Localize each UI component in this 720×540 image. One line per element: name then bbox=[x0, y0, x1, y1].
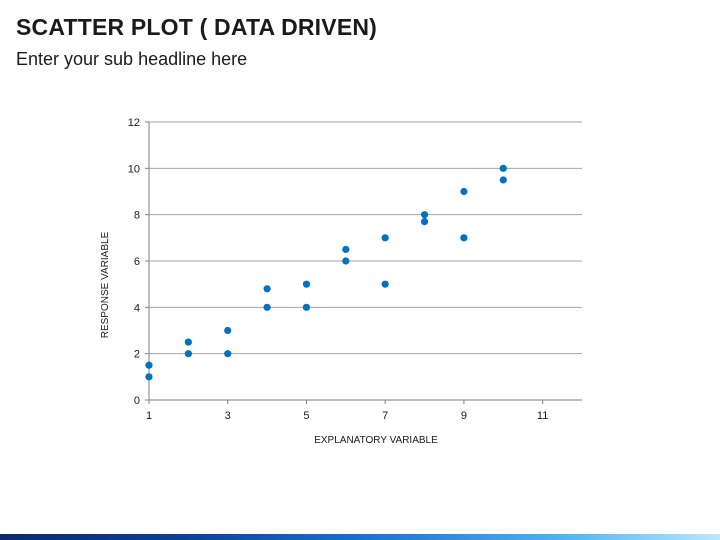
footer-accent-bar bbox=[0, 534, 720, 540]
slide-title: SCATTER PLOT ( DATA DRIVEN) bbox=[16, 14, 378, 40]
data-point-2 bbox=[145, 361, 153, 369]
data-point-1 bbox=[145, 373, 153, 381]
x-tick-label-11: 11 bbox=[537, 410, 548, 422]
data-point-14 bbox=[381, 234, 389, 242]
y-tick-label-12: 12 bbox=[128, 117, 140, 129]
y-tick-label-4: 4 bbox=[134, 302, 140, 314]
x-tick-label-9: 9 bbox=[461, 410, 467, 422]
y-tick-label-10: 10 bbox=[128, 163, 140, 175]
data-point-18 bbox=[460, 187, 468, 196]
x-axis-label: EXPLANATORY VARIABLE bbox=[314, 435, 438, 446]
data-point-7 bbox=[263, 303, 271, 311]
data-point-15 bbox=[420, 218, 429, 226]
data-point-8 bbox=[263, 285, 271, 293]
data-point-20 bbox=[499, 164, 507, 172]
y-tick-label-6: 6 bbox=[134, 256, 140, 268]
data-point-6 bbox=[224, 326, 232, 335]
data-point-5 bbox=[224, 350, 232, 358]
data-point-10 bbox=[302, 280, 311, 288]
slide-subtitle: Enter your sub headline here bbox=[16, 49, 248, 69]
y-tick-labels: 0 2 4 6 8 10 12 bbox=[128, 117, 140, 407]
data-point-17 bbox=[460, 234, 468, 242]
data-point-11 bbox=[342, 257, 350, 265]
x-tick-label-5: 5 bbox=[303, 410, 309, 422]
data-point-12 bbox=[342, 245, 350, 254]
data-point-3 bbox=[184, 350, 192, 358]
x-tick-labels: 1 3 5 7 9 11 bbox=[146, 410, 548, 422]
x-tick-label-1: 1 bbox=[146, 410, 152, 422]
x-tick-label-7: 7 bbox=[382, 410, 388, 422]
y-axis-label: RESPONSE VARIABLE bbox=[100, 231, 111, 338]
data-point-9 bbox=[302, 303, 311, 311]
data-point-19 bbox=[499, 176, 507, 184]
data-point-13 bbox=[381, 280, 389, 288]
y-tick-label-2: 2 bbox=[134, 349, 140, 361]
axes bbox=[145, 121, 582, 404]
data-point-4 bbox=[184, 338, 192, 346]
y-tick-label-0: 0 bbox=[134, 395, 140, 407]
data-point-16 bbox=[420, 211, 429, 219]
y-tick-label-8: 8 bbox=[134, 210, 140, 222]
x-tick-label-3: 3 bbox=[225, 410, 231, 422]
gridlines bbox=[149, 121, 582, 355]
data-points bbox=[145, 164, 507, 381]
